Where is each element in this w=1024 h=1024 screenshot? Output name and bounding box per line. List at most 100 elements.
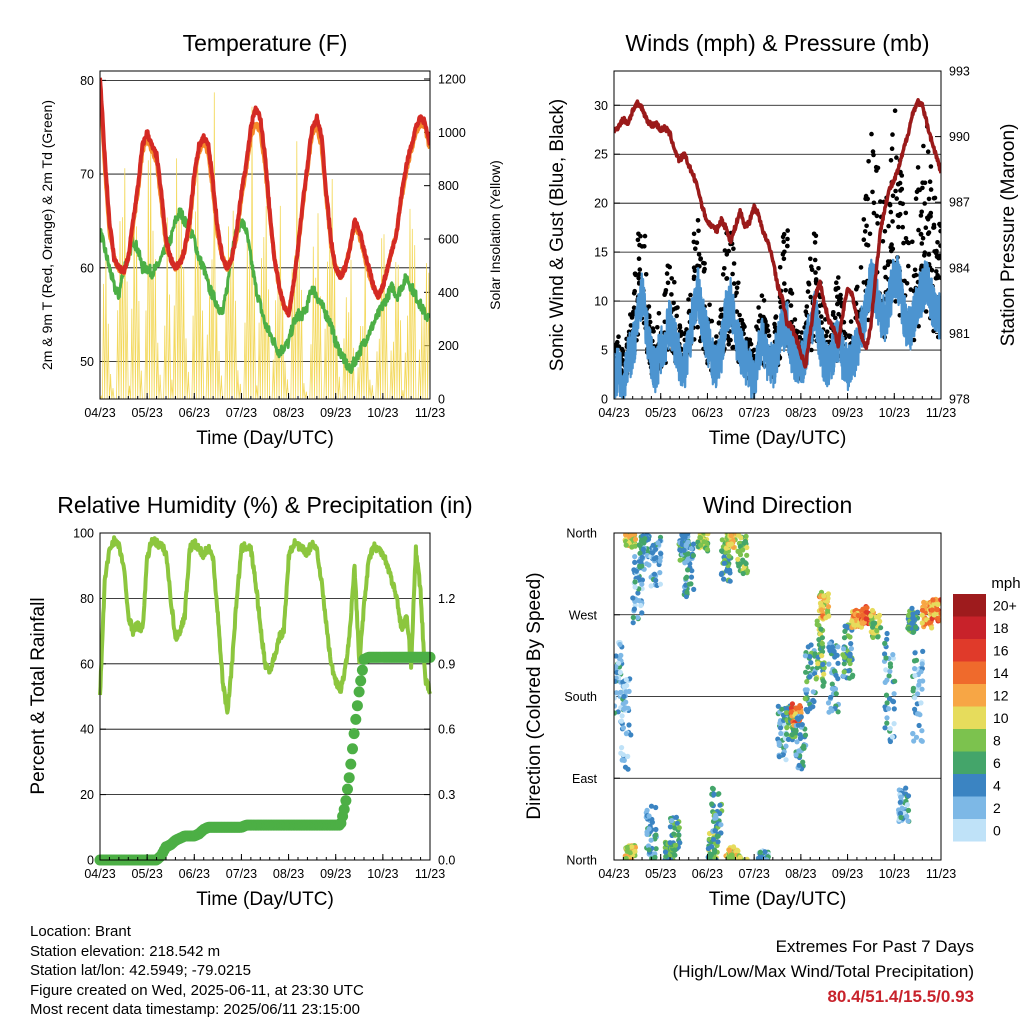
direction-point (677, 840, 683, 846)
direction-point (815, 661, 821, 667)
gust-point (736, 280, 741, 286)
direction-point (886, 673, 892, 679)
direction-point (820, 683, 826, 689)
y-axis-label-left: Direction (Colored By Speed) (524, 572, 545, 819)
direction-point (683, 593, 690, 600)
direction-point (812, 651, 818, 657)
gust-point (869, 131, 874, 137)
gust-point (696, 252, 702, 257)
direction-point (840, 652, 846, 658)
gust-point (806, 281, 812, 287)
direction-point (919, 620, 925, 626)
direction-point (876, 612, 883, 618)
gust-point (838, 292, 843, 298)
gust-point (865, 243, 871, 248)
gust-point (838, 300, 844, 306)
gust-point (938, 223, 941, 228)
gust-point (671, 300, 676, 306)
x-tick-label: 04/23 (598, 406, 629, 420)
gust-point (691, 276, 697, 282)
direction-point (744, 544, 750, 551)
direction-point (657, 581, 664, 587)
direction-point (639, 577, 646, 583)
gust-point (724, 276, 729, 281)
direction-point (828, 694, 834, 700)
direction-point (884, 636, 890, 642)
direction-point (848, 646, 855, 652)
direction-point (891, 691, 897, 697)
gust-point (803, 309, 809, 314)
gust-point (906, 263, 911, 269)
gust-point (647, 319, 653, 325)
precip-point (356, 664, 368, 676)
direction-point (778, 725, 784, 731)
gust-point (718, 307, 724, 312)
gust-point (890, 219, 895, 224)
precip-point (342, 783, 353, 795)
direction-point (783, 731, 790, 737)
direction-point (825, 591, 832, 597)
gust-point (780, 234, 786, 240)
direction-point (662, 849, 669, 855)
temperature-panel: 50607080020040060080010001200Temperature… (39, 30, 503, 449)
gust-point (730, 345, 735, 350)
direction-point (672, 852, 678, 858)
gust-point (922, 201, 927, 206)
direction-point (649, 550, 656, 556)
direction-point (757, 849, 763, 855)
direction-point (784, 706, 790, 712)
direction-point (740, 570, 746, 577)
panel-title: Temperature (F) (183, 30, 348, 56)
gust-point (923, 309, 929, 314)
direction-point (935, 601, 941, 608)
direction-point (651, 571, 658, 577)
x-tick-label: 11/23 (415, 867, 445, 881)
gust-point (864, 223, 869, 229)
direction-point (794, 715, 800, 721)
legend-swatch (953, 706, 986, 729)
y-tick-label: East (572, 772, 598, 786)
x-tick-label: 05/23 (645, 867, 676, 881)
gust-point (719, 312, 724, 318)
gust-point (867, 231, 873, 237)
speed-legend: mph 20+ 18 16 14 12 10 8 6 4 2 0 (953, 575, 1021, 842)
direction-point (826, 661, 832, 667)
panel-title: Relative Humidity (%) & Precipitation (i… (57, 492, 472, 518)
direction-point (614, 695, 617, 701)
direction-point (614, 710, 618, 716)
legend-label: 18 (993, 620, 1009, 636)
gust-point (854, 287, 859, 292)
direction-point (618, 652, 624, 659)
gust-point (628, 323, 634, 328)
direction-point (835, 709, 841, 715)
direction-point (819, 649, 826, 655)
direction-point (630, 595, 636, 601)
gust-point (893, 299, 898, 304)
direction-point (841, 646, 847, 652)
direction-point (887, 726, 893, 732)
x-tick-label: 04/23 (598, 867, 629, 881)
direction-point (638, 602, 644, 609)
temperature-plot-area (100, 77, 430, 399)
gust-point (918, 232, 924, 237)
direction-point (916, 682, 922, 688)
y-tick-label: 20 (594, 197, 608, 211)
direction-point (872, 620, 878, 626)
gust-point (903, 236, 909, 241)
direction-point (663, 853, 669, 859)
direction-point (842, 628, 848, 635)
direction-point (648, 583, 654, 589)
gust-point (906, 240, 911, 246)
direction-point (783, 757, 789, 763)
direction-point (684, 589, 690, 595)
direction-point (890, 699, 897, 705)
gust-point (637, 271, 642, 277)
direction-point (712, 849, 718, 855)
direction-point (919, 661, 925, 667)
gust-point (808, 294, 813, 300)
direction-point (614, 690, 619, 696)
direction-point (690, 541, 697, 547)
gust-point (809, 267, 815, 273)
gust-point (935, 275, 940, 281)
direction-point (718, 822, 724, 828)
